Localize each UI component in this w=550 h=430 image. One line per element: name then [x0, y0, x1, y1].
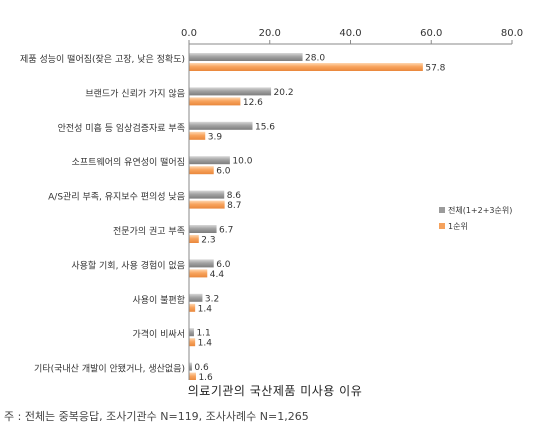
legend-label: 전체(1+2+3순위): [448, 205, 512, 215]
value-label: 2.3: [201, 236, 215, 246]
value-label: 1.6: [198, 373, 213, 380]
category-label: 브랜드가 신뢰가 가지 않음: [85, 88, 185, 99]
value-label: 12.6: [243, 98, 263, 108]
bar: [189, 303, 196, 312]
bar: [189, 121, 253, 130]
value-label: 20.2: [274, 88, 294, 98]
x-tick-label: 0.0: [181, 28, 197, 39]
chart-caption: 의료기관의 국산제품 미사용 이유: [187, 384, 363, 398]
chart-note: 주 : 전체는 중복응답, 조사기관수 N=119, 조사사례수 N=1,265: [4, 410, 309, 423]
legend-swatch: [439, 223, 445, 229]
value-label: 1.4: [198, 339, 213, 349]
value-label: 4.4: [210, 270, 225, 280]
category-label: 사용할 기회, 사용 경험이 없음: [71, 259, 185, 271]
bar: [189, 97, 241, 106]
category-label: 가격이 비싸서: [132, 328, 185, 340]
x-tick-label: 20.0: [259, 28, 281, 39]
bar: [189, 225, 217, 233]
bar: [189, 328, 194, 337]
value-label: 1.1: [196, 329, 210, 339]
category-label: 안전성 미흡 등 임상검증자료 부족: [58, 122, 185, 134]
value-label: 1.4: [198, 304, 213, 314]
bar: [189, 87, 272, 96]
category-label: 전문가의 권고 부족: [113, 225, 185, 237]
x-axis: 0.0 20.0 40.0 60.0 80.0: [181, 28, 523, 380]
value-label: 28.0: [305, 54, 325, 64]
bar: [189, 372, 196, 380]
bar: [189, 131, 206, 140]
bar: [189, 200, 225, 209]
x-tick-label: 60.0: [420, 28, 442, 39]
value-label: 3.2: [205, 294, 219, 304]
category-label: 제품 성능이 떨어짐(잦은 고장, 낮은 정확도): [20, 53, 185, 65]
value-label: 6.7: [219, 226, 233, 236]
legend-swatch: [439, 207, 445, 213]
bar: [189, 166, 214, 175]
bar: [189, 259, 214, 268]
bar: [189, 190, 225, 199]
bar: [189, 293, 203, 302]
bar: [189, 156, 230, 165]
x-tick-label: 80.0: [501, 28, 523, 39]
category-label: 소프트웨어의 유연성이 떨어짐: [72, 156, 185, 168]
bar: [189, 53, 303, 61]
value-label: 8.7: [227, 201, 241, 211]
bar: [189, 63, 423, 71]
category-label: A/S관리 부족, 유지보수 편의성 낮음: [48, 191, 185, 203]
category-label: 기타(국내산 개발이 안됐거나, 생산없음): [34, 363, 185, 375]
value-label: 6.0: [216, 260, 231, 270]
bar: [189, 269, 208, 278]
value-label: 0.6: [194, 363, 209, 373]
category-label: 사용이 불편함: [132, 294, 185, 306]
value-label: 6.0: [216, 167, 231, 177]
legend-label: 1순위: [448, 222, 468, 231]
value-label: 8.6: [227, 191, 242, 201]
value-label: 57.8: [425, 64, 445, 74]
value-label: 10.0: [232, 157, 252, 167]
bar: [189, 362, 192, 371]
bar-chart: 0.0 20.0 40.0 60.0 80.0 제품 성능이 떨어짐(잦은 고장, 낮은…: [20, 28, 523, 380]
x-tick-label: 40.0: [339, 28, 361, 39]
legend: 전체(1+2+3순위) 1순위: [439, 205, 512, 231]
bar: [189, 235, 199, 243]
bars-layer: 제품 성능이 떨어짐(잦은 고장, 낮은 정확도) 28.0 57.8 브랜드가 신뢰…: [20, 53, 446, 380]
bar: [189, 338, 196, 347]
value-label: 3.9: [208, 132, 223, 142]
value-label: 15.6: [255, 122, 275, 132]
